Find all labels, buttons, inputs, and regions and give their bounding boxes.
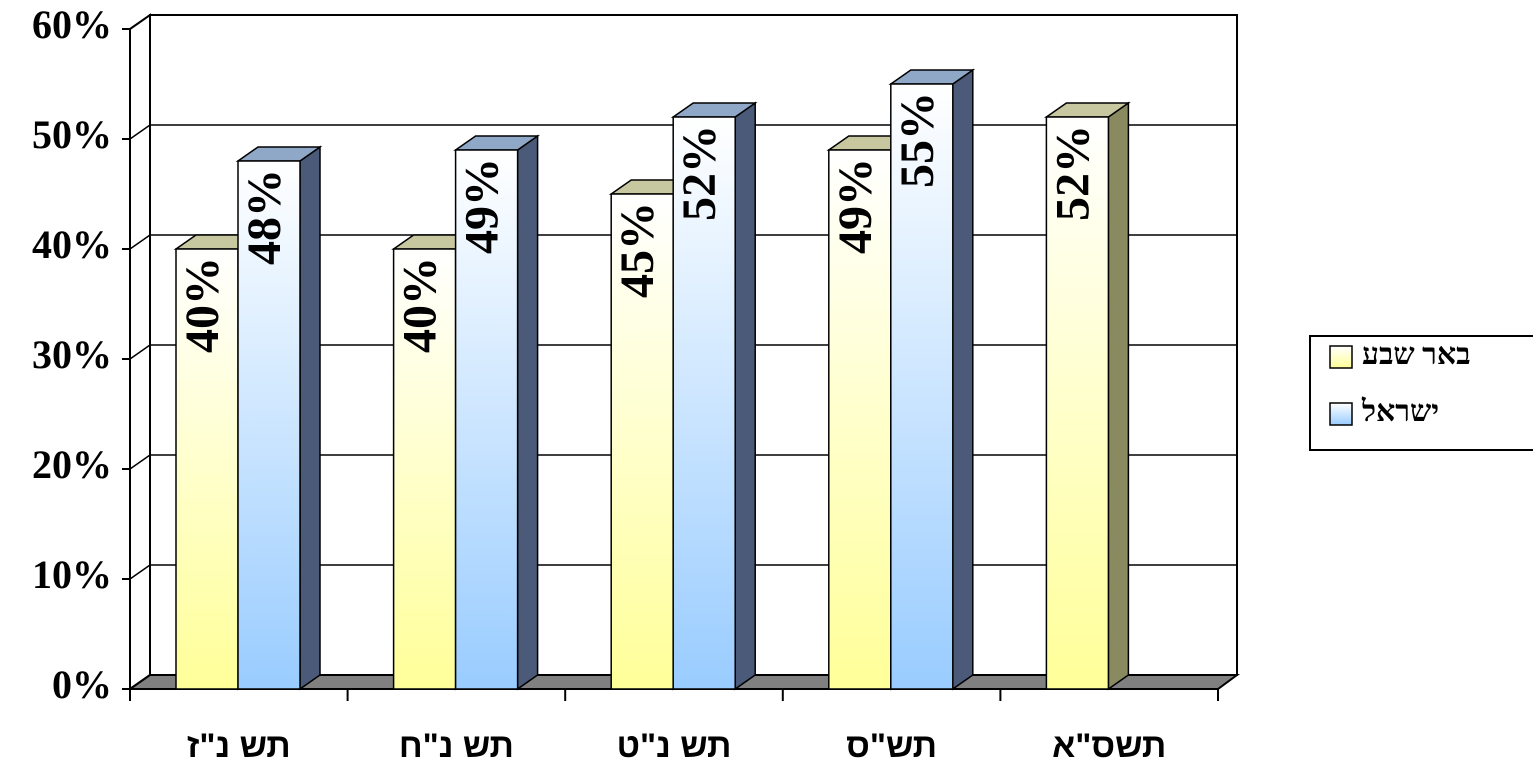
value-label: 52% (1046, 125, 1099, 221)
bar-side (299, 145, 321, 691)
value-label: 40% (394, 257, 447, 353)
bar (175, 248, 239, 690)
bar (610, 193, 674, 690)
legend-swatch (1329, 402, 1353, 426)
y-tick-label: 30% (32, 332, 112, 377)
bar (454, 149, 519, 690)
bar (1045, 116, 1110, 690)
bar-side (952, 68, 974, 691)
legend-label: באר שבע (1362, 338, 1471, 371)
y-tick-label: 50% (32, 112, 112, 157)
bar (237, 160, 301, 690)
value-label: 49% (456, 158, 509, 254)
legend-swatch (1329, 345, 1353, 369)
y-tick-label: 0% (52, 662, 112, 707)
bar-side (734, 101, 756, 691)
x-tick-label: תש"ס (846, 727, 937, 761)
bar (672, 116, 736, 690)
value-label: 52% (673, 125, 726, 221)
value-label: 40% (176, 257, 229, 353)
legend-label: ישראל (1361, 395, 1439, 428)
x-tick-label: תש נ"ז (187, 727, 291, 761)
bar (890, 83, 954, 690)
x-tick-label: תש נ"ח (399, 727, 514, 761)
value-label: 49% (829, 158, 882, 254)
y-tick-label: 60% (32, 2, 112, 47)
y-tick-label: 10% (32, 552, 112, 597)
x-tick-label: תשס"א (1052, 727, 1166, 761)
y-tick-label: 20% (32, 442, 112, 487)
x-tick-label: תש נ"ט (617, 727, 732, 761)
grid-line (129, 14, 1237, 30)
grid-line (129, 124, 1237, 140)
bar (828, 149, 892, 690)
bar-side (1107, 101, 1130, 691)
bar-side (516, 134, 539, 691)
value-label: 48% (238, 169, 291, 265)
value-label: 45% (611, 202, 664, 298)
y-tick-label: 40% (32, 222, 112, 267)
value-label: 55% (891, 92, 944, 188)
